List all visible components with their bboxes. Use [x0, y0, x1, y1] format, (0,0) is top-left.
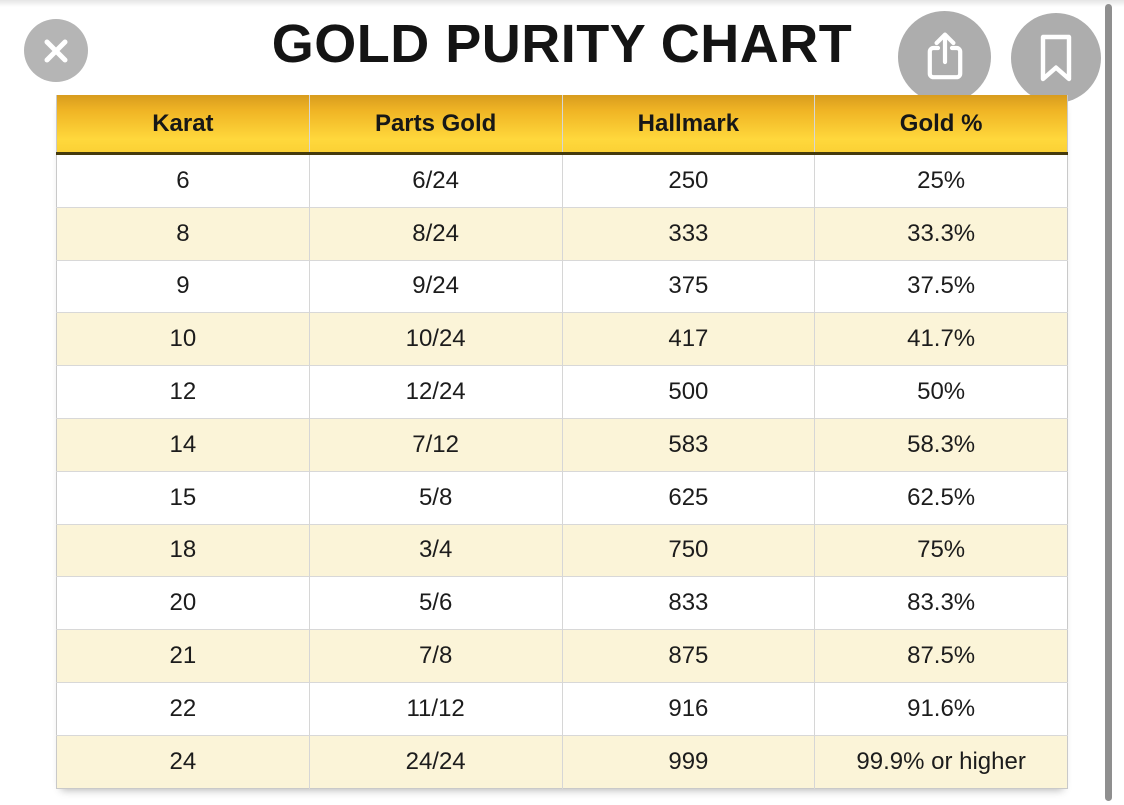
table-row: 8 8/24 333 33.3% — [56, 207, 1068, 261]
table-cell: 24/24 — [308, 735, 562, 789]
table-row: 22 11/12 916 91.6% — [56, 682, 1068, 736]
table-row: 24 24/24 999 99.9% or higher — [56, 735, 1068, 789]
table-cell: 916 — [561, 682, 815, 736]
table-cell: 25% — [814, 153, 1068, 208]
table-row: 18 3/4 750 75% — [56, 524, 1068, 577]
table-cell: 83.3% — [814, 576, 1068, 630]
column-header-gold-percent: Gold % — [814, 95, 1068, 155]
table-cell: 6 — [176, 166, 190, 194]
table-cell: 833 — [561, 576, 815, 630]
table-cell: 583 — [561, 418, 815, 472]
table-cell: 50% — [814, 365, 1068, 419]
gold-purity-table: Karat Parts Gold Hallmark Gold % 6 6/24 25… — [56, 95, 1068, 789]
table-cell: 99.9% or higher — [814, 735, 1068, 789]
column-header-parts-gold: Parts Gold — [308, 95, 562, 155]
table-cell: 10 — [169, 325, 197, 353]
page-title: GOLD PURITY CHART — [271, 14, 853, 74]
bookmark-button[interactable] — [1011, 13, 1101, 103]
table-body: 6 6/24 250 25% 8 8/24 333 33.3% 9 9/24 375 37.5% 10 1… — [56, 153, 1068, 789]
close-icon — [44, 39, 68, 62]
table-cell: 333 — [561, 207, 815, 261]
table-cell: 5/8 — [308, 471, 562, 525]
table-cell: 5/6 — [308, 576, 562, 630]
table-row: 20 5/6 833 83.3% — [56, 576, 1068, 630]
table-cell: 33.3% — [814, 207, 1068, 261]
table-cell: 18 — [169, 536, 197, 564]
table-cell: 10/24 — [308, 312, 562, 366]
table-cell: 9 — [176, 272, 190, 300]
table-cell: 20 — [169, 589, 197, 617]
share-icon — [927, 32, 962, 80]
table-row: 14 7/12 583 58.3% — [56, 418, 1068, 472]
table-cell: 11/12 — [308, 682, 562, 736]
table-cell: 625 — [561, 471, 815, 525]
top-edge-shadow — [0, 0, 1124, 7]
table-cell: 24 — [169, 747, 197, 775]
share-button[interactable] — [898, 11, 991, 103]
table-cell: 22 — [169, 694, 197, 722]
table-cell: 75% — [814, 524, 1068, 577]
table-cell: 62.5% — [814, 471, 1068, 525]
table-row: 6 6/24 250 25% — [56, 153, 1068, 208]
table-cell: 9/24 — [308, 260, 562, 313]
table-cell: 7/12 — [308, 418, 562, 472]
table-cell: 91.6% — [814, 682, 1068, 736]
table-cell: 14 — [169, 430, 197, 458]
table-row: 12 12/24 500 50% — [56, 365, 1068, 419]
table-cell: 6/24 — [308, 153, 562, 208]
table-row: 9 9/24 375 37.5% — [56, 260, 1068, 313]
scrollbar-thumb[interactable] — [1105, 4, 1112, 801]
table-cell: 12/24 — [308, 365, 562, 419]
table-cell: 8 — [176, 219, 190, 247]
table-cell: 15 — [169, 483, 197, 511]
table-cell: 37.5% — [814, 260, 1068, 313]
column-header-karat: Karat — [56, 95, 310, 155]
table-row: 10 10/24 417 41.7% — [56, 312, 1068, 366]
table-cell: 500 — [561, 365, 815, 419]
table-cell: 999 — [561, 735, 815, 789]
table-row: 15 5/8 625 62.5% — [56, 471, 1068, 525]
column-header-hallmark: Hallmark — [561, 95, 815, 155]
table-cell: 87.5% — [814, 629, 1068, 683]
table-cell: 250 — [561, 153, 815, 208]
table-cell: 750 — [561, 524, 815, 577]
table-cell: 58.3% — [814, 418, 1068, 472]
table-cell: 3/4 — [308, 524, 562, 577]
table-cell: 375 — [561, 260, 815, 313]
table-cell: 41.7% — [814, 312, 1068, 366]
table-cell: 417 — [561, 312, 815, 366]
table-row: 21 7/8 875 87.5% — [56, 629, 1068, 683]
table-cell: 21 — [169, 642, 197, 670]
table-cell: 875 — [561, 629, 815, 683]
table-cell: 12 — [169, 378, 197, 406]
close-button[interactable] — [24, 19, 88, 82]
table-cell: 8/24 — [308, 207, 562, 261]
table-header-row: Karat Parts Gold Hallmark Gold % — [56, 95, 1068, 155]
bookmark-icon — [1040, 34, 1072, 82]
table-cell: 7/8 — [308, 629, 562, 683]
